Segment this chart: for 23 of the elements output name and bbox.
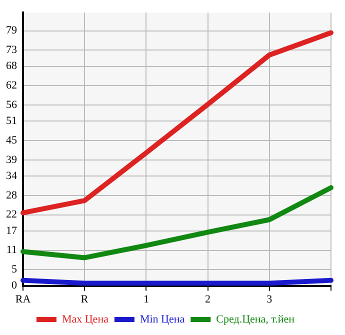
- y-tick-label: 73: [6, 44, 18, 56]
- y-tick-label: 22: [6, 208, 17, 221]
- y-tick-label: 17: [6, 224, 18, 237]
- x-tick-label: R: [80, 293, 89, 306]
- legend-label: Max Цена: [62, 313, 109, 326]
- x-tick-label: 1: [143, 293, 149, 306]
- y-tick-label: 79: [6, 24, 18, 37]
- legend-label: Сред.Цена, т.йен: [216, 313, 295, 326]
- y-tick-label: 5: [12, 264, 18, 276]
- x-tick-label: RA: [15, 293, 31, 306]
- y-tick-label: 45: [6, 134, 18, 146]
- y-tick-label: 11: [6, 244, 17, 256]
- y-tick-label: 28: [6, 189, 18, 202]
- y-tick-label: 62: [6, 80, 17, 92]
- y-tick-label: 68: [6, 60, 18, 72]
- y-tick-label: 39: [6, 154, 18, 166]
- y-tick-label: 34: [6, 170, 18, 182]
- x-tick-label: 3: [266, 293, 273, 306]
- y-tick-label: 51: [6, 115, 17, 128]
- y-tick-label: 0: [12, 280, 18, 292]
- y-tick-label: 56: [6, 98, 18, 111]
- legend-label: Min Цена: [140, 313, 185, 326]
- x-tick-label: 2: [205, 293, 211, 306]
